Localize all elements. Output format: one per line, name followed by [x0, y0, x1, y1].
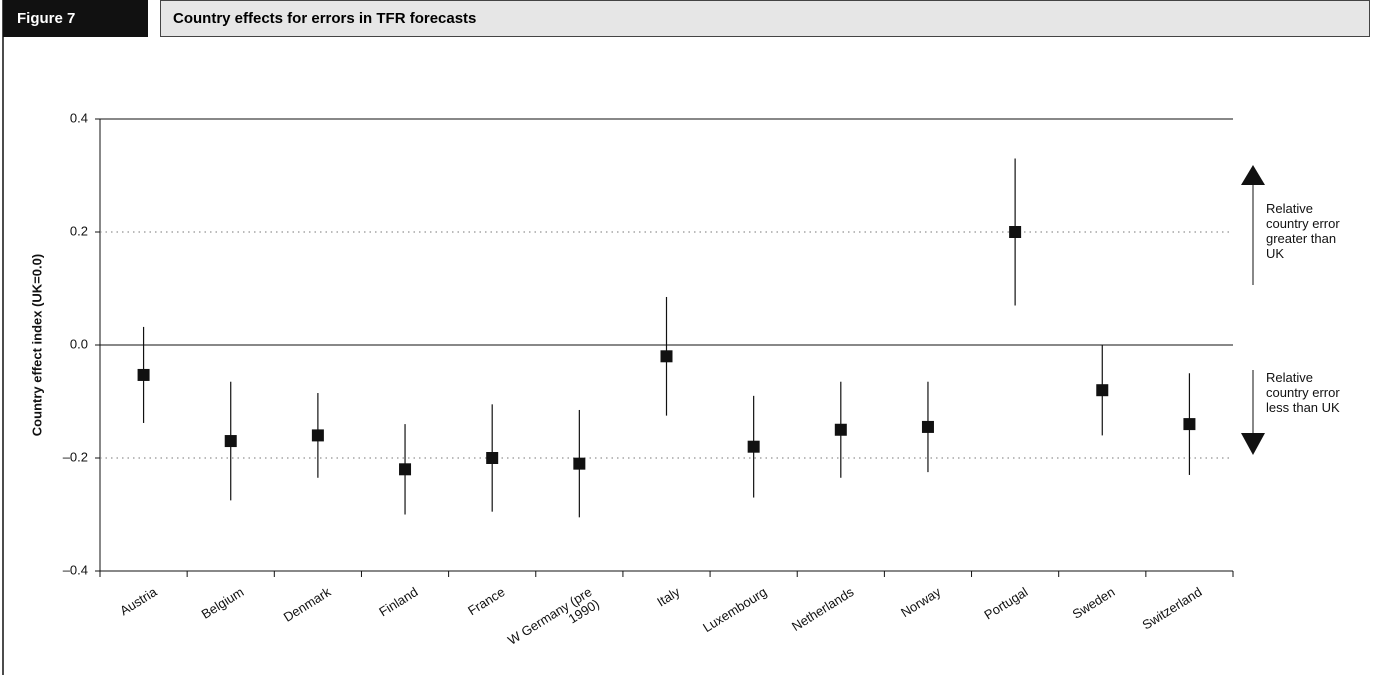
y-tick-label: –0.4 [63, 562, 88, 577]
arrow-down [1241, 433, 1265, 455]
point [747, 440, 760, 453]
point [399, 463, 412, 476]
y-tick-label: 0.2 [70, 223, 88, 238]
chart-title: Country effects for errors in TFR foreca… [160, 0, 1370, 37]
point [224, 435, 237, 448]
point [1009, 226, 1022, 238]
annotation: Relative country error less than UK [1266, 370, 1340, 415]
point [1096, 384, 1109, 397]
y-tick-label: –0.2 [63, 449, 88, 464]
point [921, 420, 934, 433]
y-tick-label: 0.0 [70, 336, 88, 351]
figure-label: Figure 7 [3, 0, 148, 37]
point [573, 457, 586, 470]
point [137, 368, 150, 381]
point [486, 452, 499, 464]
annotation: Relative country error greater than UK [1266, 201, 1340, 261]
point [660, 350, 673, 363]
point [311, 429, 324, 442]
point [834, 423, 847, 436]
y-axis-label: Country effect index (UK=0.0) [29, 254, 44, 436]
point [1183, 418, 1196, 431]
arrow-up [1241, 165, 1265, 185]
y-tick-label: 0.4 [70, 110, 88, 125]
